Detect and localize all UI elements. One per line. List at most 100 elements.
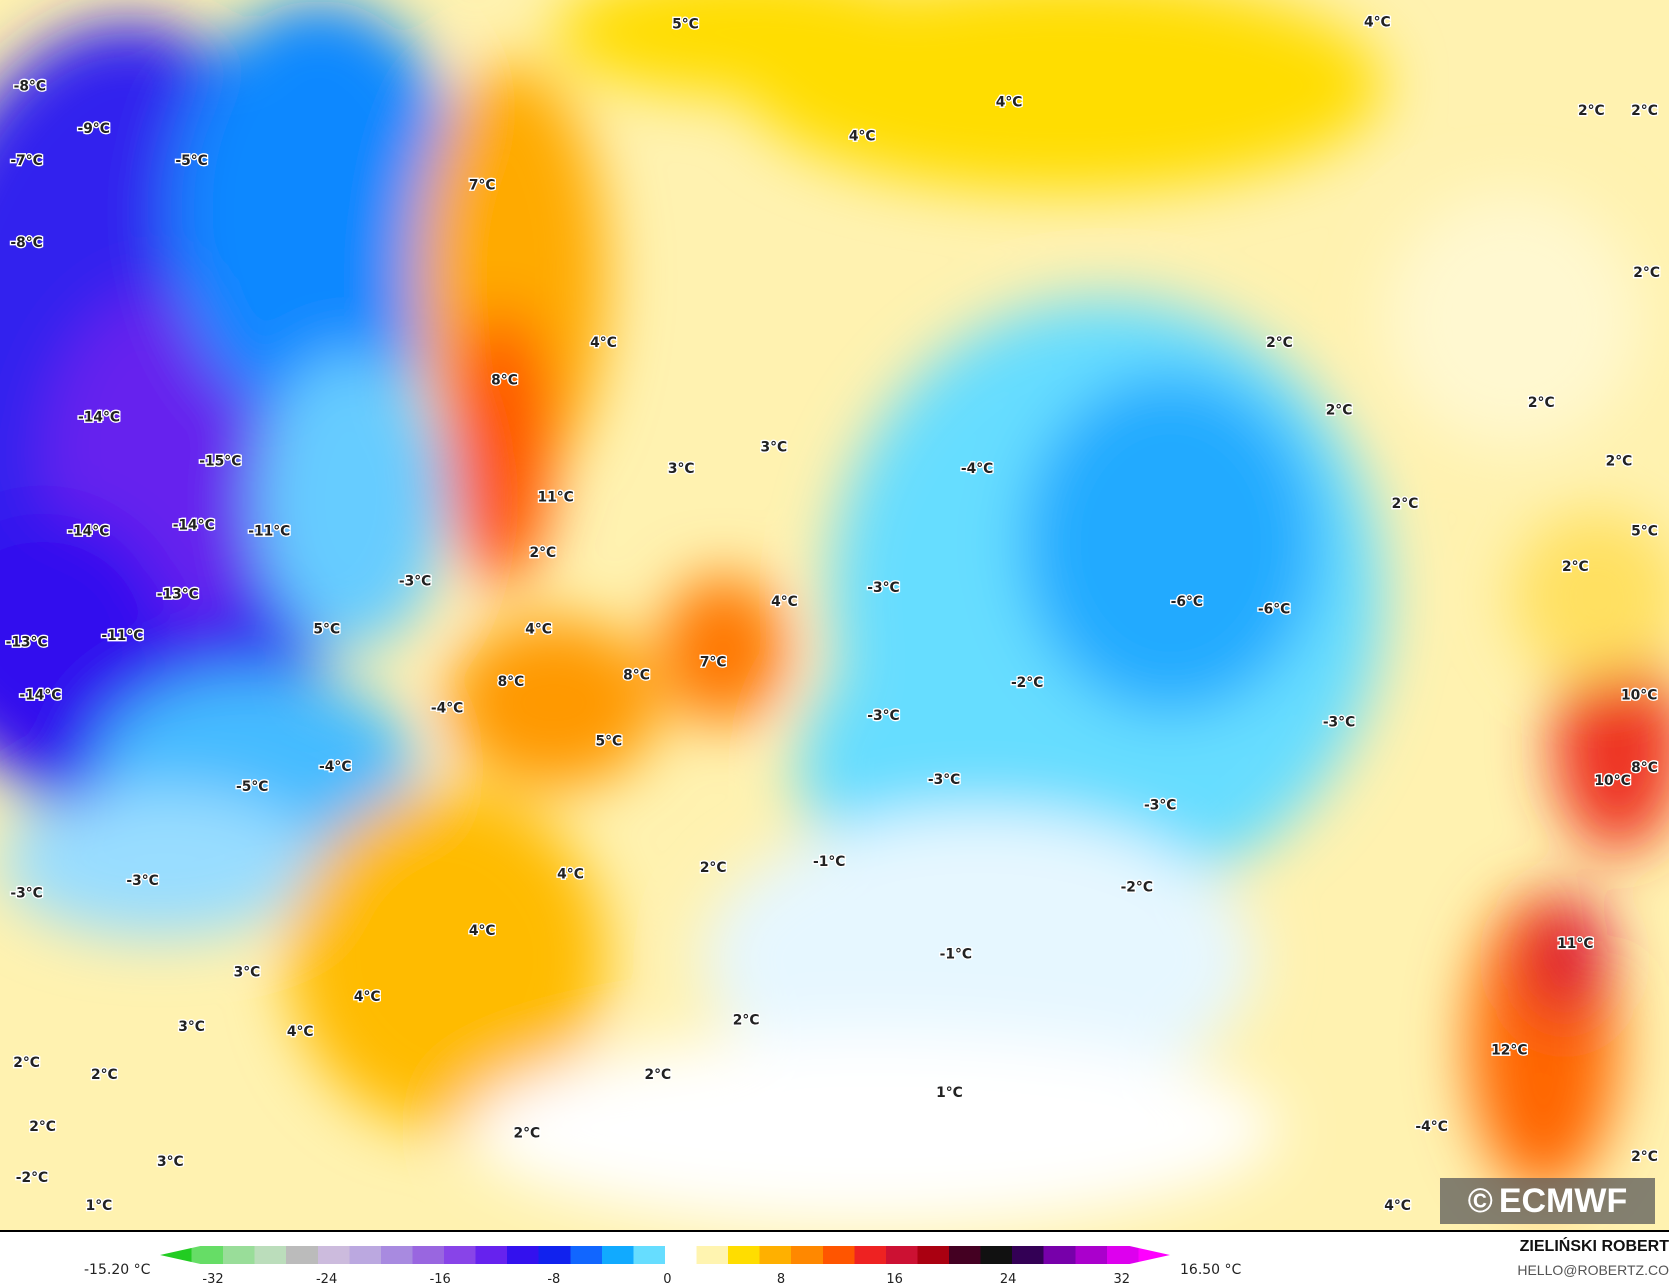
temperature-label: -3°C	[1144, 797, 1176, 813]
temperature-label: 3°C	[668, 461, 695, 477]
temperature-label: 1°C	[936, 1085, 963, 1101]
temperature-label: -8°C	[14, 79, 46, 95]
temperature-label: 4°C	[771, 594, 798, 610]
temperature-region	[659, 575, 788, 725]
temperature-label: -5°C	[236, 779, 268, 795]
temperature-label: -1°C	[940, 946, 972, 962]
temperature-label: -11°C	[248, 524, 290, 540]
author-email: HELLO@ROBERTZ.CO	[1517, 1262, 1669, 1278]
temperature-region	[447, 617, 660, 789]
temperature-label: -3°C	[10, 886, 42, 902]
temperature-label: 3°C	[157, 1154, 184, 1170]
temperature-label: -4°C	[961, 461, 993, 477]
temperature-label: -8°C	[10, 235, 42, 251]
temperature-label: 2°C	[1631, 103, 1658, 119]
temperature-label: -3°C	[126, 873, 158, 889]
temperature-label: 4°C	[1384, 1198, 1411, 1214]
colorbar-tick: -8	[547, 1272, 561, 1287]
author-credit: ZIELIŃSKI ROBERT	[1519, 1238, 1669, 1255]
temperature-region	[447, 308, 554, 586]
temperature-label: -14°C	[67, 524, 109, 540]
temperature-label: 2°C	[91, 1067, 118, 1083]
temperature-label: -14°C	[78, 410, 120, 426]
temperature-label: -4°C	[431, 700, 463, 716]
temperature-label: 4°C	[525, 622, 552, 638]
colorbar-tick: -16	[429, 1272, 451, 1287]
temperature-label: 8°C	[623, 667, 650, 683]
temperature-label: 4°C	[469, 923, 496, 939]
temperature-label: 2°C	[530, 545, 557, 561]
temperature-region	[468, 1032, 1278, 1225]
colorbar-tick: 8	[776, 1272, 786, 1287]
temperature-label: 4°C	[1364, 15, 1391, 31]
temperature-label: -14°C	[19, 688, 61, 704]
temperature-label: 2°C	[1578, 103, 1605, 119]
colorbar-tick: 32	[1113, 1272, 1131, 1287]
temperature-label: 5°C	[596, 733, 623, 749]
temperature-label: 4°C	[590, 335, 617, 351]
temperature-label: 10°C	[1594, 773, 1630, 789]
temperature-label: 2°C	[1326, 402, 1353, 418]
temperature-label: 2°C	[1392, 496, 1419, 512]
temperature-region	[0, 511, 171, 767]
temperature-label: -6°C	[1171, 594, 1203, 610]
temperature-label: 2°C	[733, 1012, 760, 1028]
colorbar-tick: 24	[999, 1272, 1017, 1287]
temperature-label: 2°C	[1528, 395, 1555, 411]
temperature-region	[255, 351, 448, 650]
temperature-label: -9°C	[77, 121, 109, 137]
temperature-label: 2°C	[1633, 265, 1660, 281]
temperature-label: 8°C	[1631, 760, 1658, 776]
temperature-label: 3°C	[760, 440, 787, 456]
temperature-label: 2°C	[13, 1055, 40, 1071]
temperature-label: -4°C	[1415, 1119, 1447, 1135]
temperature-region	[287, 788, 607, 1129]
colorbar-max-label: 16.50 °C	[1180, 1262, 1242, 1278]
temperature-region	[1554, 638, 1669, 852]
temperature-label: -3°C	[1323, 714, 1355, 730]
temperature-label: 4°C	[287, 1024, 314, 1040]
temperature-label: -3°C	[399, 574, 431, 590]
colorbar	[160, 1246, 1170, 1264]
colorbar-tick: -24	[315, 1272, 338, 1287]
colorbar-min-label: -15.20 °C	[84, 1262, 151, 1278]
temperature-label: 8°C	[491, 372, 518, 388]
temperature-label: -6°C	[1258, 601, 1290, 617]
temperature-label: -1°C	[813, 854, 845, 870]
temperature-label: -3°C	[867, 708, 899, 724]
temperature-label: 2°C	[700, 860, 727, 876]
temperature-region	[702, 809, 1257, 1108]
temperature-label: 11°C	[537, 490, 573, 506]
temperature-region	[1511, 511, 1669, 682]
temperature-label: 3°C	[178, 1019, 205, 1035]
temperature-label: -2°C	[1011, 675, 1043, 691]
temperature-label: -7°C	[10, 153, 42, 169]
temperature-label: -13°C	[6, 634, 48, 650]
temperature-region	[1383, 191, 1640, 448]
temperature-label: 2°C	[29, 1119, 56, 1135]
temperature-label: -2°C	[16, 1170, 48, 1186]
temperature-label: 2°C	[1606, 453, 1633, 469]
temperature-label: -5°C	[175, 153, 207, 169]
colorbar-tick: 16	[886, 1272, 903, 1287]
temperature-label: 2°C	[644, 1067, 671, 1083]
colorbar-tick: -32	[202, 1272, 224, 1287]
temperature-region	[1522, 894, 1608, 1023]
temperature-label: 5°C	[1631, 524, 1658, 540]
temperature-label: -11°C	[101, 628, 143, 644]
logo-icon: ©	[1467, 1181, 1493, 1220]
temperature-label: 2°C	[1631, 1149, 1658, 1165]
temperature-region	[1021, 372, 1320, 714]
temperature-label: 12°C	[1491, 1042, 1527, 1058]
temperature-label: 2°C	[514, 1125, 541, 1141]
ecmwf-logo: © ECMWF	[1440, 1178, 1655, 1224]
temperature-region	[0, 788, 320, 938]
temperature-label: 3°C	[234, 965, 261, 981]
temperature-label: -3°C	[867, 580, 899, 596]
temperature-label: 11°C	[1557, 936, 1593, 952]
temperature-region	[745, 0, 1384, 192]
temperature-label: 4°C	[849, 129, 876, 145]
temperature-label: -14°C	[173, 517, 215, 533]
temperature-label: 8°C	[498, 674, 525, 690]
temperature-label: 7°C	[469, 178, 496, 194]
